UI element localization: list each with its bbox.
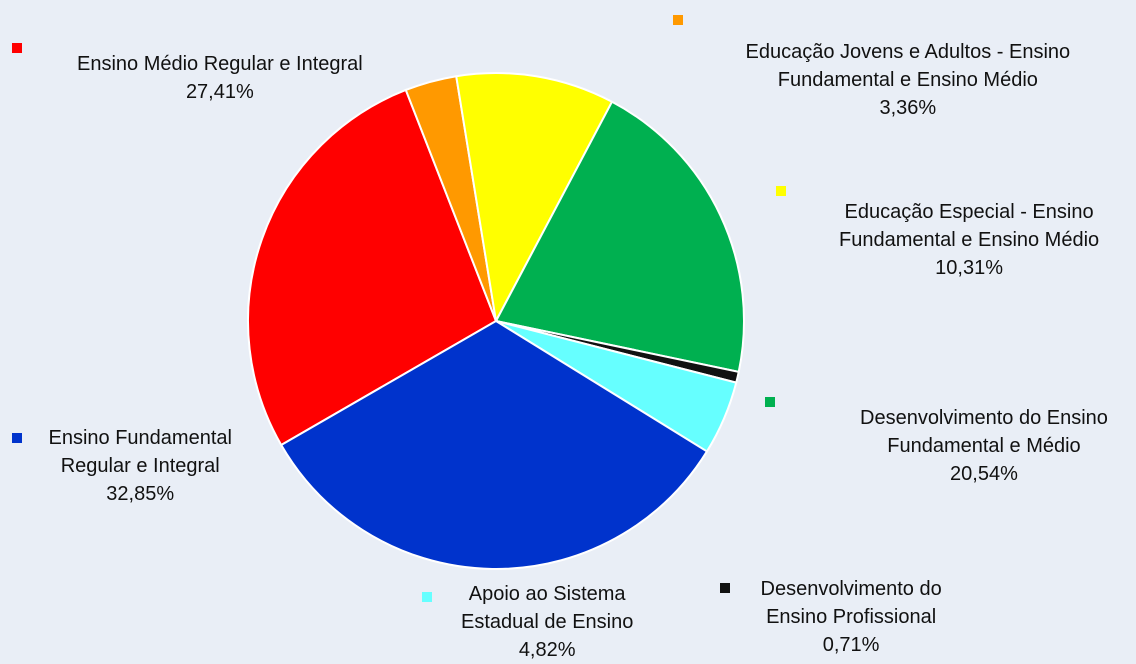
legend-marker-0 bbox=[12, 43, 22, 53]
slice-value-label: 0,71% bbox=[822, 634, 880, 656]
slice-label-text: Educação Especial - Ensino bbox=[844, 201, 1094, 223]
slice-label-text: Desenvolvimento do bbox=[760, 578, 942, 600]
slice-label-text: Desenvolvimento do Ensino bbox=[860, 407, 1108, 429]
legend-marker-3 bbox=[765, 397, 775, 407]
slice-label-4: Desenvolvimento do Ensino Profissional 0,7… bbox=[761, 575, 942, 659]
slice-label-text: Educação Jovens e Adultos - Ensino bbox=[745, 41, 1071, 63]
legend-marker-5 bbox=[422, 592, 432, 602]
legend-marker-6 bbox=[12, 433, 22, 443]
slice-value-label: 20,54% bbox=[950, 463, 1018, 485]
slice-label-1: Educação Jovens e Adultos - Ensino Fundam… bbox=[746, 38, 1071, 122]
slice-value-label: 4,82% bbox=[518, 639, 576, 661]
slice-label-text: Estadual de Ensino bbox=[461, 611, 634, 633]
slice-value-label: 27,41% bbox=[185, 81, 254, 103]
slice-label-text: Regular e Integral bbox=[60, 455, 220, 477]
slice-value-label: 3,36% bbox=[879, 97, 937, 119]
slice-value-label: 10,31% bbox=[935, 257, 1003, 279]
slice-value-label: 32,85% bbox=[106, 483, 175, 505]
pie-slice-3 bbox=[494, 100, 745, 374]
slice-label-text: Ensino Médio Regular e Integral bbox=[77, 53, 363, 75]
slice-label-text: Fundamental e Médio bbox=[887, 435, 1081, 457]
legend-marker-4 bbox=[720, 583, 730, 593]
slice-label-text: Ensino Profissional bbox=[766, 606, 937, 628]
legend-marker-1 bbox=[673, 15, 683, 25]
slice-label-0: Ensino Médio Regular e Integral 27,41% bbox=[77, 50, 363, 106]
slice-label-text: Fundamental e Ensino Médio bbox=[777, 69, 1038, 91]
pie-slice-6 bbox=[279, 319, 709, 570]
pie-slice-2 bbox=[455, 72, 614, 325]
slice-label-text: Apoio ao Sistema bbox=[468, 583, 626, 605]
slice-label-text: Ensino Fundamental bbox=[48, 427, 232, 449]
slice-label-6: Ensino Fundamental Regular e Integral 32,8… bbox=[49, 424, 232, 508]
slice-label-2: Educação Especial - Ensino Fundamental e … bbox=[839, 198, 1099, 282]
slice-label-5: Apoio ao Sistema Estadual de Ensino 4,82% bbox=[461, 580, 633, 664]
slice-label-text: Fundamental e Ensino Médio bbox=[839, 229, 1100, 251]
slice-label-3: Desenvolvimento do Ensino Fundamental e M… bbox=[860, 404, 1108, 488]
legend-marker-2 bbox=[776, 186, 786, 196]
